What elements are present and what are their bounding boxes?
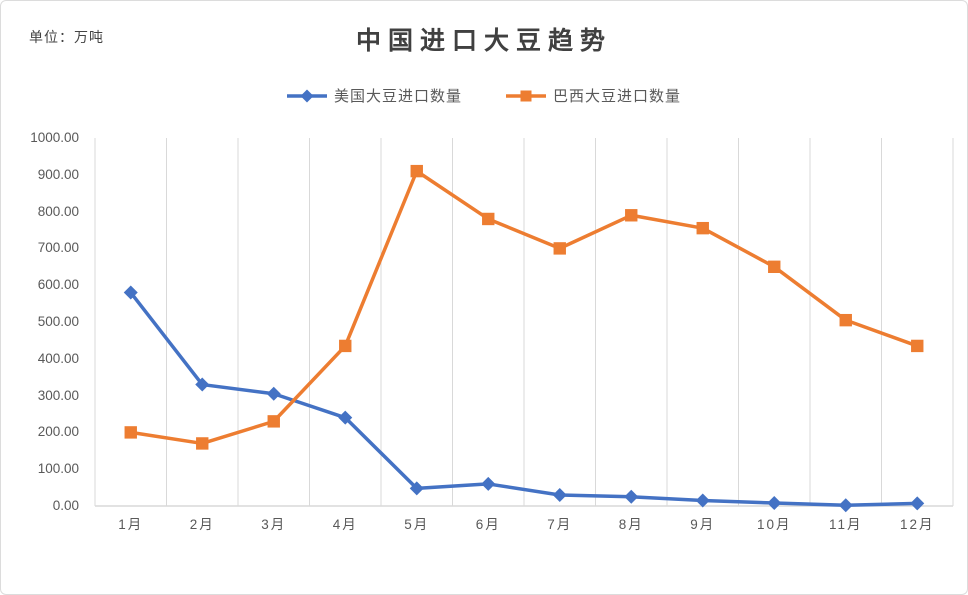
- x-tick-label: 6月: [475, 517, 501, 532]
- data-point-marker: [552, 487, 567, 502]
- data-point-marker: [838, 498, 853, 513]
- y-tick-label: 300.00: [37, 387, 79, 403]
- plot-area: [94, 138, 954, 513]
- data-point-marker: [338, 410, 353, 425]
- y-tick-label: 1000.00: [30, 130, 79, 145]
- x-tick-label: 2月: [189, 517, 215, 532]
- data-point-marker: [910, 496, 925, 511]
- data-point-marker: [124, 426, 137, 439]
- data-point-marker: [625, 209, 638, 222]
- y-tick-label: 500.00: [37, 314, 79, 329]
- data-point-marker: [911, 339, 924, 353]
- data-point-marker: [267, 415, 280, 428]
- data-point-marker: [624, 489, 639, 504]
- x-tick-label: 1月: [118, 517, 144, 532]
- x-tick-label: 5月: [404, 517, 430, 532]
- y-tick-label: 900.00: [37, 166, 79, 182]
- legend-label: 美国大豆进口数量: [333, 88, 462, 105]
- legend-marker-icon: [300, 89, 314, 102]
- data-point-marker: [123, 285, 138, 300]
- y-axis: 1000.00 900.00 800.00 700.00 600.00 500.00 400…: [1, 1, 81, 594]
- data-point-marker: [410, 164, 423, 178]
- x-tick-label: 3月: [261, 517, 287, 532]
- legend: 美国大豆进口数量 巴西大豆进口数量: [1, 85, 967, 106]
- y-tick-label: 100.00: [37, 461, 79, 477]
- legend-marker-icon: [520, 90, 532, 101]
- y-tick-label: 600.00: [37, 277, 79, 293]
- data-point-marker: [839, 313, 852, 327]
- x-tick-label: 7月: [547, 517, 573, 532]
- data-point-marker: [266, 386, 281, 401]
- data-point-marker: [482, 212, 495, 226]
- data-point-marker: [553, 242, 566, 255]
- data-point-marker: [768, 260, 781, 273]
- legend-label: 巴西大豆进口数量: [553, 88, 682, 105]
- series-line-0: [129, 291, 918, 508]
- x-tick-label: 12月: [899, 517, 935, 532]
- x-tick-label: 9月: [690, 517, 716, 532]
- y-tick-label: 400.00: [37, 350, 79, 366]
- y-tick-label: 200.00: [37, 424, 79, 440]
- x-tick-label: 8月: [618, 517, 644, 532]
- legend-item-1: 巴西大豆进口数量: [506, 85, 681, 106]
- unit-label: 单位：万吨: [29, 29, 104, 45]
- data-point-marker: [696, 221, 709, 235]
- x-tick-label: 11月: [828, 517, 863, 532]
- data-point-marker: [339, 339, 352, 353]
- chart-title: 中国进口大豆趋势: [355, 27, 612, 55]
- data-point-marker: [409, 481, 424, 496]
- data-point-marker: [481, 476, 496, 491]
- x-tick-label: 4月: [332, 517, 358, 532]
- data-point-marker: [195, 377, 210, 392]
- diamond-line-marker-icon: [286, 89, 327, 102]
- square-line-marker-icon: [506, 90, 546, 101]
- legend-item-0: 美国大豆进口数量: [286, 85, 462, 106]
- y-tick-label: 700.00: [37, 240, 79, 256]
- x-tick-label: 10月: [756, 517, 792, 532]
- data-point-marker: [767, 496, 782, 511]
- y-tick-label: 800.00: [37, 203, 79, 219]
- data-point-marker: [695, 493, 710, 508]
- y-tick-label: 0.00: [52, 498, 79, 513]
- data-point-marker: [196, 437, 209, 450]
- series-line-1: [130, 169, 918, 446]
